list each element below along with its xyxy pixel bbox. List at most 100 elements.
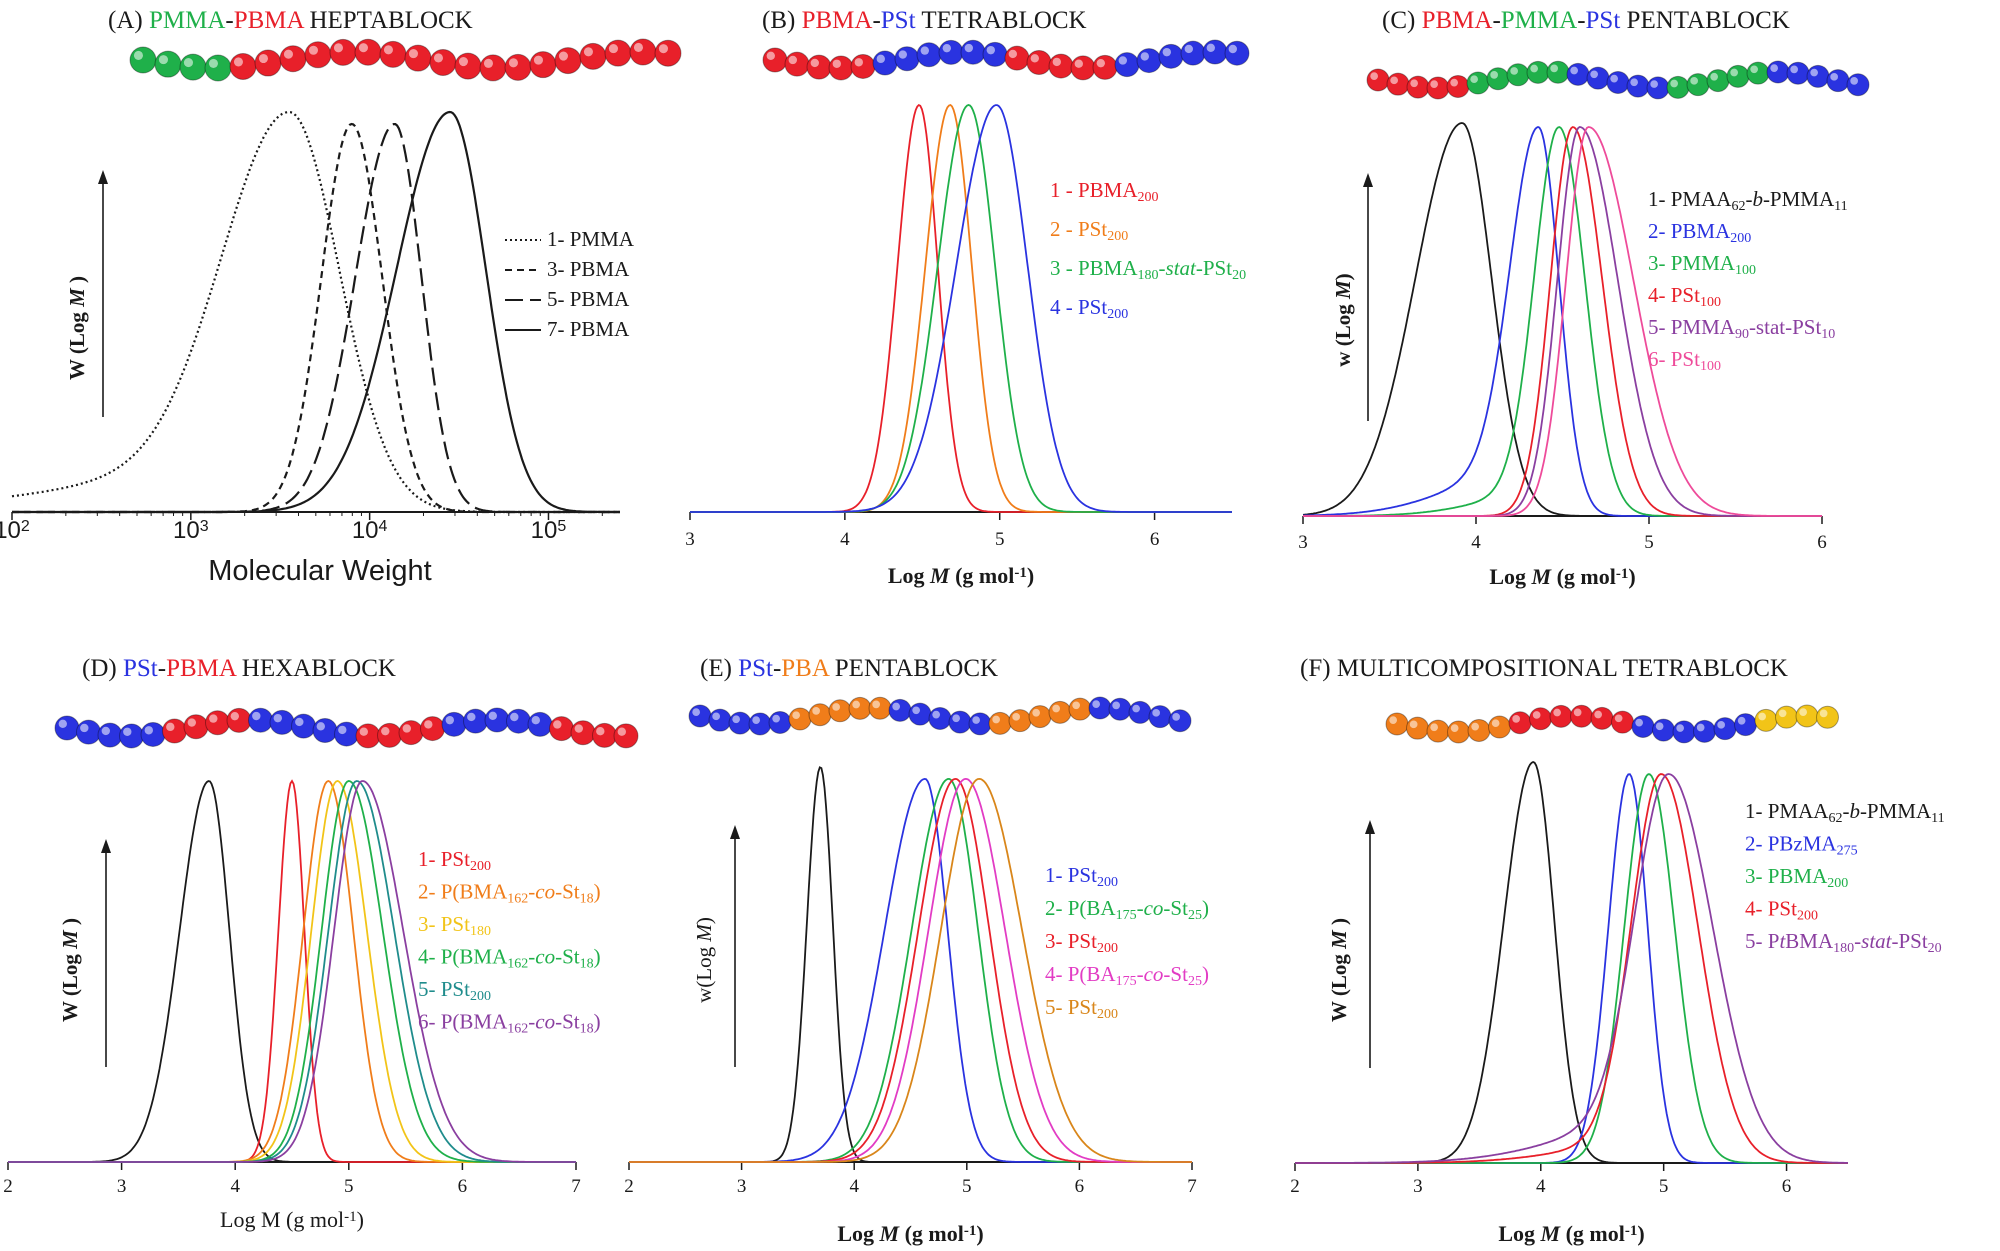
distribution-curve (1303, 126, 1822, 517)
legend-label: 6- P(BMA162-co-St18) (418, 1010, 601, 1037)
bead-highlight (533, 55, 543, 65)
bead-highlight (183, 58, 193, 68)
monomer-bead (1488, 715, 1511, 739)
bead-highlight (1228, 44, 1238, 54)
monomer-bead (828, 699, 852, 723)
monomer-bead (1385, 712, 1409, 736)
legend-label: 3 - PBMA180-stat-PSt20 (1050, 256, 1246, 283)
bead-highlight (964, 43, 973, 53)
monomer-bead (908, 702, 932, 726)
monomer-bead (1506, 63, 1530, 87)
monomer-bead (463, 708, 488, 734)
bead-highlight (1470, 75, 1478, 84)
monomer-bead (420, 716, 445, 742)
monomer-bead (1467, 718, 1491, 742)
monomer-bead (1486, 67, 1510, 91)
bead-highlight (1850, 77, 1858, 85)
bead-highlight (1092, 700, 1100, 709)
x-tick-label: 4 (840, 529, 850, 550)
bead-highlight (1074, 59, 1084, 68)
bead-highlight (1778, 709, 1787, 718)
x-axis-label: Log M (g mol-1) (1498, 1221, 1644, 1246)
monomer-bead (183, 714, 209, 740)
monomer-bead (154, 50, 182, 78)
distribution-curve (629, 777, 1192, 1163)
x-tick-label: 7 (571, 1176, 581, 1197)
bead-highlight (1550, 64, 1558, 73)
x-axis-label: Log M (g mol-1) (888, 563, 1034, 588)
distribution-curve (8, 780, 576, 1163)
bead-highlight (1635, 718, 1643, 727)
bead-highlight (553, 720, 562, 729)
x-tick-label: 2 (624, 1176, 634, 1197)
legend-label: 2 - PSt200 (1050, 217, 1128, 244)
x-axis-label: Molecular Weight (208, 555, 432, 587)
monomer-bead (205, 710, 230, 736)
monomer-bead (1570, 704, 1593, 728)
panel-d: (D) PSt-PBMA HEXABLOCK 2 3 4 5 6 7 Log M (g mol… (3, 655, 639, 1232)
bead-highlight (338, 725, 347, 735)
monomer-bead (1008, 709, 1032, 733)
bead-highlight (766, 51, 775, 60)
monomer-bead (604, 39, 632, 67)
bead-highlight (1510, 67, 1518, 75)
bead-highlight (558, 51, 568, 61)
bead-highlight (1112, 701, 1120, 710)
bead-highlight (208, 58, 218, 68)
x-tick-label: 7 (1187, 1176, 1197, 1197)
legend-label: 1- PSt200 (1045, 863, 1118, 890)
monomer-bead (579, 42, 607, 70)
bead-highlight (381, 726, 390, 736)
legend-label: 3- PSt200 (1045, 929, 1118, 956)
monomer-bead (1766, 60, 1790, 84)
bead-highlight (1532, 711, 1541, 719)
monomer-bead (848, 696, 872, 720)
bead-highlight (1750, 65, 1758, 74)
bead-highlight (1008, 49, 1017, 59)
monomer-bead (1108, 697, 1132, 721)
bead-highlight (358, 43, 369, 53)
monomer-bead (1048, 53, 1074, 79)
monomer-bead (179, 53, 207, 81)
panel-a: (A) PMMA-PBMA HEPTABLOCK 102 103 104 105 Mole… (0, 7, 682, 587)
bead-highlight (1118, 56, 1128, 65)
legend-label: 1- PMMA (547, 227, 635, 251)
y-axis-label: w (Log M) (1331, 273, 1355, 366)
monomer-bead (928, 706, 952, 730)
monomer-bead (1526, 60, 1550, 84)
bead-highlight (1730, 68, 1738, 77)
bead-highlight (1758, 712, 1766, 721)
bead-highlight (876, 54, 885, 64)
copolymer-chain (762, 39, 1250, 81)
monomer-bead (248, 707, 273, 733)
monomer-bead (304, 41, 332, 69)
monomer-bead (129, 46, 157, 74)
monomer-bead (1004, 45, 1030, 71)
monomer-bead (1631, 714, 1655, 738)
monomer-bead (1202, 39, 1228, 65)
legend-label: 4- PSt200 (1745, 897, 1818, 924)
arrow-head-icon (101, 839, 111, 853)
bead-highlight (1530, 64, 1538, 73)
bead-highlight (1072, 701, 1080, 710)
bead-highlight (692, 708, 701, 717)
monomer-bead (1726, 64, 1750, 88)
x-tick-label: 102 (0, 517, 30, 544)
x-tick-label: 6 (1075, 1176, 1085, 1197)
bead-highlight (508, 58, 518, 68)
x-tick-label: 3 (117, 1176, 127, 1197)
monomer-bead (529, 51, 557, 79)
bead-highlight (359, 727, 368, 736)
monomer-bead (1070, 55, 1096, 81)
arrow-head-icon (730, 825, 740, 839)
bead-highlight (1570, 66, 1578, 75)
bead-highlight (1610, 74, 1618, 83)
distribution-curve (690, 104, 1232, 513)
monomer-bead (1666, 75, 1690, 99)
panel-title: (F) MULTICOMPOSITIONAL TETRABLOCK (1300, 655, 1788, 682)
monomer-bead (379, 40, 407, 68)
distribution-curve (690, 104, 1232, 513)
monomer-bead (1611, 710, 1634, 734)
monomer-bead (1447, 720, 1470, 744)
monomer-bead (1672, 720, 1696, 744)
